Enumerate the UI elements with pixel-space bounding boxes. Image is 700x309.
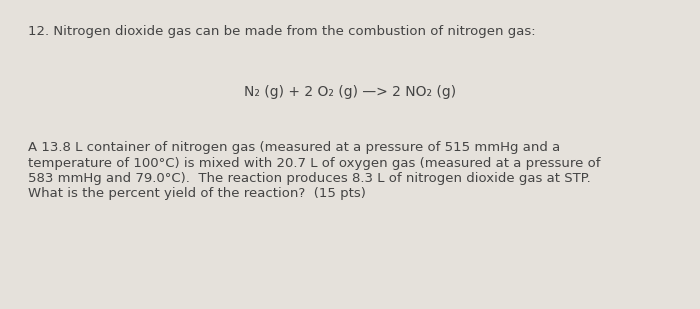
Text: A 13.8 L container of nitrogen gas (measured at a pressure of 515 mmHg and a: A 13.8 L container of nitrogen gas (meas… [28, 141, 560, 154]
Text: 583 mmHg and 79.0°C).  The reaction produces 8.3 L of nitrogen dioxide gas at ST: 583 mmHg and 79.0°C). The reaction produ… [28, 172, 591, 185]
Text: N₂ (g) + 2 O₂ (g) —> 2 NO₂ (g): N₂ (g) + 2 O₂ (g) —> 2 NO₂ (g) [244, 85, 456, 99]
Text: 12. Nitrogen dioxide gas can be made from the combustion of nitrogen gas:: 12. Nitrogen dioxide gas can be made fro… [28, 25, 536, 38]
Text: What is the percent yield of the reaction?  (15 pts): What is the percent yield of the reactio… [28, 188, 366, 201]
Text: temperature of 100°C) is mixed with 20.7 L of oxygen gas (measured at a pressure: temperature of 100°C) is mixed with 20.7… [28, 156, 601, 170]
